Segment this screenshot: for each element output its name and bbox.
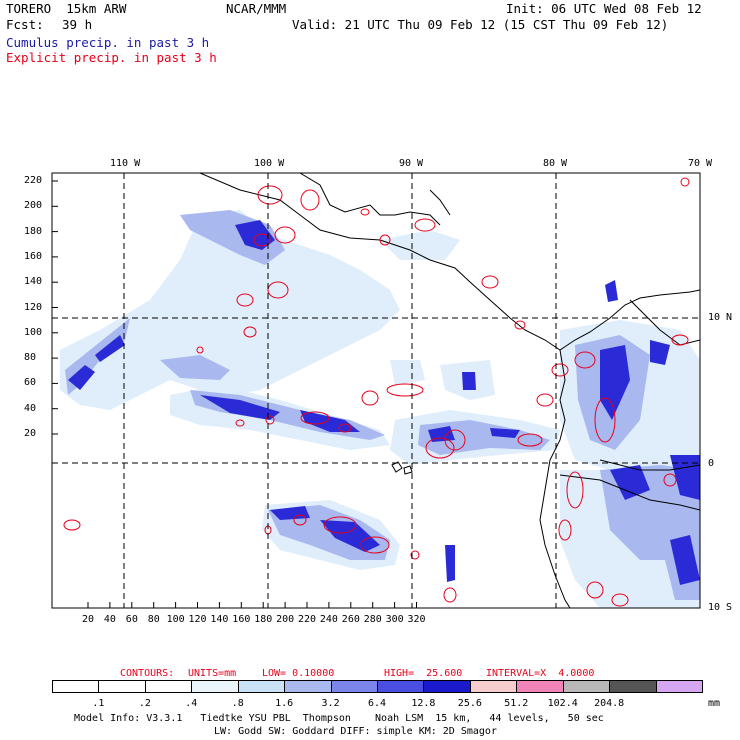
y-tick-label: 220 — [24, 175, 43, 186]
colorbar-label: .4 — [185, 698, 198, 709]
colorbar-cell — [609, 680, 657, 693]
lon-label-100w: 100 W — [254, 158, 285, 169]
colorbar-label: 204.8 — [594, 698, 625, 709]
colorbar-cell — [98, 680, 146, 693]
colorbar-label: 12.8 — [411, 698, 436, 709]
y-tick-label: 60 — [24, 377, 37, 389]
init-time: Init: 06 UTC Wed 08 Feb 12 — [506, 1, 702, 16]
y-tick-label: 20 — [24, 428, 37, 439]
model-info: Model Info: V3.3.1 Tiedtke YSU PBL Thomp… — [74, 713, 604, 724]
forecast-hour: 39 h — [62, 17, 93, 32]
colorbar-cell — [284, 680, 332, 693]
y-tick-label: 160 — [24, 250, 43, 262]
x-tick-label: 180 — [254, 614, 273, 625]
colorbar-label: 102.4 — [547, 698, 578, 709]
colorbar-label: .8 — [231, 698, 244, 709]
colorbar-cell — [516, 680, 564, 693]
colorbar-cell — [469, 680, 518, 693]
x-tick-label: 160 — [232, 614, 251, 625]
graticule — [52, 173, 700, 608]
x-tick-label: 320 — [407, 614, 426, 625]
legend-cumulus: Cumulus precip. in past 3 h — [6, 35, 210, 50]
lat-label-10n: 10 N — [708, 312, 733, 323]
model-title: TORERO 15km ARW — [6, 1, 127, 16]
colorbar-label: 51.2 — [504, 698, 529, 709]
lon-label-80w: 80 W — [543, 158, 568, 169]
colorbar-label: 3.2 — [321, 698, 340, 709]
coastlines — [199, 173, 700, 608]
y-tick-label: 120 — [24, 301, 43, 313]
explicit-contours — [63, 177, 690, 607]
x-tick-label: 260 — [341, 614, 360, 625]
y-tick-label: 180 — [24, 225, 43, 237]
colorbar-cell — [144, 680, 193, 693]
x-tick-label: 300 — [385, 614, 404, 625]
contours-interval: INTERVAL=X 4.0000 — [486, 668, 595, 679]
map-frame — [51, 172, 701, 609]
legend-explicit: Explicit precip. in past 3 h — [6, 50, 217, 65]
y-tick-label: 40 — [24, 402, 37, 414]
lon-label-90w: 90 W — [399, 158, 424, 169]
y-tick-label: 80 — [24, 352, 37, 364]
colorbar-cell — [330, 680, 378, 693]
colorbar-label: 1.6 — [275, 698, 294, 709]
lon-label-70w: 70 W — [688, 158, 713, 169]
colorbar-cell — [237, 680, 286, 693]
colorbar-unit: mm — [708, 698, 721, 709]
contours-label: CONTOURS: — [120, 668, 175, 679]
physics-info: LW: Godd SW: Goddard DIFF: simple KM: 2D… — [214, 726, 497, 737]
x-tick-label: 100 — [166, 614, 185, 625]
cumulus-heavy-areas — [68, 220, 700, 585]
colorbar-cell — [52, 680, 100, 693]
valid-time: Valid: 21 UTC Thu 09 Feb 12 (15 CST Thu … — [292, 17, 669, 32]
colorbar-cell — [655, 680, 703, 693]
x-tick-label: 140 — [210, 614, 229, 625]
colorbar-label: .2 — [138, 698, 151, 709]
x-tick-label: 60 — [125, 614, 138, 625]
x-tick-label: 40 — [103, 614, 116, 625]
lat-label-10s: 10 S — [708, 602, 733, 613]
x-tick-label: 20 — [82, 614, 95, 625]
colorbar-label: 6.4 — [367, 698, 387, 709]
colorbar-cell — [562, 680, 611, 693]
x-tick-label: 120 — [188, 614, 207, 625]
y-tick-label: 140 — [24, 276, 43, 288]
x-tick-label: 240 — [319, 614, 338, 625]
colorbar-cell — [191, 680, 239, 693]
lat-label-0: 0 — [708, 458, 715, 469]
organization: NCAR/MMM — [226, 1, 287, 16]
lon-label-110w: 110 W — [110, 158, 141, 169]
contours-units: UNITS=mm — [188, 668, 237, 679]
y-tick-label: 200 — [24, 200, 43, 212]
contours-low: LOW= 0.10000 — [262, 668, 335, 679]
x-tick-label: 80 — [147, 614, 160, 625]
x-tick-label: 220 — [298, 614, 317, 625]
x-tick-label: 280 — [363, 614, 382, 625]
colorbar-cell — [423, 680, 471, 693]
colorbar-cell — [377, 680, 425, 693]
forecast-label: Fcst: — [6, 17, 44, 32]
colorbar-label: .1 — [92, 698, 105, 709]
y-tick-label: 100 — [24, 326, 43, 338]
contours-high: HIGH= 25.600 — [384, 668, 463, 679]
colorbar-label: 25.6 — [457, 698, 482, 709]
x-tick-label: 200 — [276, 614, 295, 625]
